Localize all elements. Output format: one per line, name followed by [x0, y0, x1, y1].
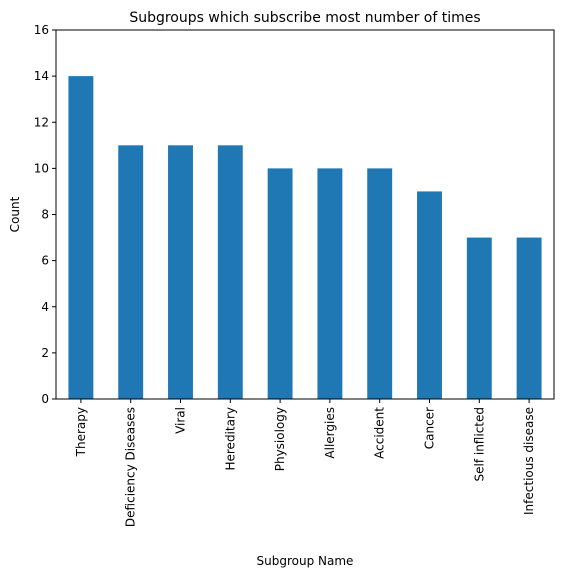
bar-infectious-disease: [516, 237, 542, 399]
bar-accident: [367, 168, 393, 399]
y-axis-ticks: 0 2 4 6 8 10 12 14 16: [34, 23, 56, 406]
y-tick-label: 12: [34, 115, 49, 129]
bar-self-inflicted: [466, 237, 492, 399]
bar-cancer: [417, 191, 442, 399]
bar-physiology: [267, 168, 293, 399]
x-tick-label: Allergies: [323, 407, 337, 459]
x-tick-label: Deficiency Diseases: [124, 407, 138, 527]
y-tick-label: 2: [41, 346, 49, 360]
y-tick-label: 4: [41, 300, 49, 314]
chart-title: Subgroups which subscribe most number of…: [129, 10, 480, 26]
x-tick-label: Accident: [373, 407, 387, 459]
bar-deficiency-diseases: [118, 145, 144, 399]
x-tick-label: Hereditary: [223, 407, 237, 471]
y-tick-label: 14: [34, 69, 49, 83]
x-axis-label: Subgroup Name: [257, 554, 354, 568]
x-axis-ticks: Therapy Deficiency Diseases Viral Hereditar…: [74, 399, 536, 527]
bar-therapy: [68, 76, 94, 399]
x-tick-label: Cancer: [423, 407, 437, 449]
bar-hereditary: [217, 145, 243, 399]
plot-frame: [55, 29, 555, 400]
x-tick-label: Viral: [174, 407, 188, 434]
y-tick-label: 6: [41, 254, 49, 268]
y-tick-label: 10: [34, 161, 49, 175]
bar-allergies: [317, 168, 343, 399]
x-tick-label: Physiology: [273, 407, 287, 471]
y-axis-label: Count: [8, 196, 22, 232]
y-tick-label: 0: [41, 392, 49, 406]
y-tick-label: 16: [34, 23, 49, 37]
bar-viral: [168, 145, 193, 399]
x-tick-label: Therapy: [74, 407, 88, 457]
bars-group: [68, 76, 542, 399]
y-tick-label: 8: [41, 208, 49, 222]
x-tick-label: Self inflicted: [472, 407, 486, 482]
x-tick-label: Infectious disease: [522, 407, 536, 515]
